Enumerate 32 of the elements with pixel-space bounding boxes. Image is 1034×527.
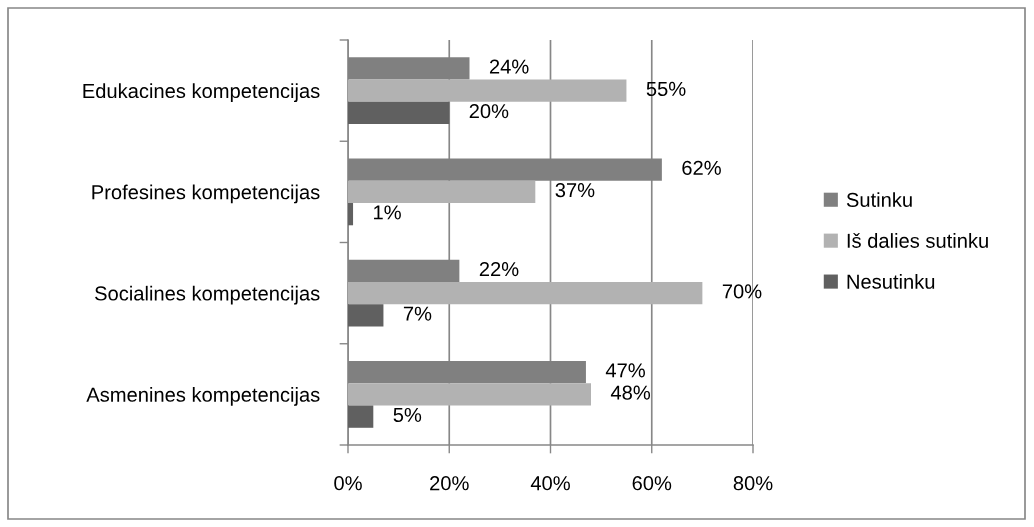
data-label: 20% [469,104,509,119]
data-label: 47% [605,363,645,378]
legend-label: Nesutinku [847,274,935,289]
data-label: 70% [722,284,762,299]
data-label: 1% [374,205,401,220]
bar [348,79,627,102]
data-label: 24% [489,59,529,74]
legend-label: Sutinku [846,192,912,207]
y-tick-label: Asmenines kompetencijas [86,387,320,406]
x-tick-label: 0% [334,476,362,491]
data-label: 22% [479,262,519,277]
y-tick-label: Socialines kompetencijas [95,285,320,305]
bar [348,304,384,327]
y-tick-label: Edukacines kompetencijas [83,83,320,103]
bar [348,383,591,406]
bar [348,203,354,226]
data-label: 55% [646,81,686,97]
data-label: 5% [393,407,422,423]
data-label: 48% [610,385,651,400]
data-label: 37% [555,183,595,198]
x-tick-label: 40% [530,476,570,491]
x-tick-label: 60% [632,476,672,491]
data-label: 7% [403,306,432,321]
x-tick-label: 20% [430,476,469,491]
data-label: 62% [682,160,721,176]
x-tick-label: 80% [733,476,773,491]
bar [348,101,450,125]
bar [348,405,374,428]
y-tick-label: Profesines kompetencijas [92,184,320,204]
legend-label: Iš dalies sutinku [847,233,988,248]
bar [348,281,703,305]
bar [348,180,536,204]
